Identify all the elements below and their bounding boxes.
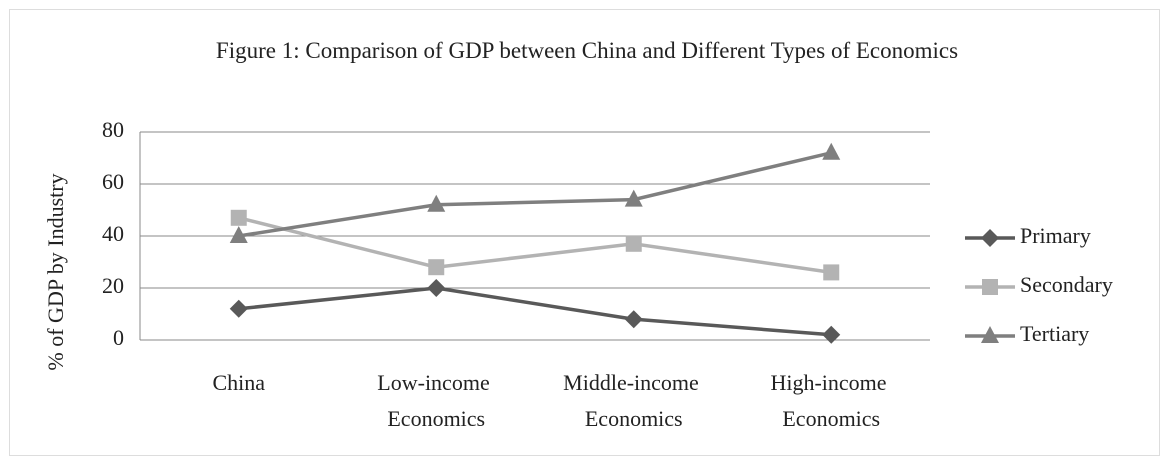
marker (229, 299, 248, 318)
legend-label: Secondary (1020, 272, 1113, 297)
legend-marker (982, 279, 998, 295)
y-tick-label: 0 (113, 325, 124, 350)
x-tick-label: High-income Economics (770, 370, 892, 431)
marker (822, 142, 841, 160)
x-tick-label-line: High-income (770, 370, 892, 395)
x-tick-label: Middle-income Economics (563, 370, 704, 431)
x-tick-label-line: China (212, 370, 265, 395)
series-line (238, 151, 832, 238)
y-tick-label: 60 (102, 169, 124, 194)
y-axis-label: % of GDP by Industry (43, 173, 68, 370)
marker (823, 264, 840, 281)
x-tick-label: China (212, 370, 265, 395)
marker (427, 279, 446, 297)
y-tick-label: 80 (102, 117, 124, 142)
chart-border (9, 9, 1160, 456)
legend-label: Primary (1020, 223, 1091, 248)
x-tick-label-line: Economics (782, 406, 880, 431)
marker (427, 194, 446, 212)
x-tick-label: Low-income Economics (377, 370, 495, 431)
x-tick-label-line: Economics (585, 406, 683, 431)
y-tick-label: 40 (102, 221, 124, 246)
x-tick-label-line: Middle-income (563, 370, 704, 395)
legend-label: Tertiary (1020, 321, 1089, 346)
marker (428, 259, 445, 276)
marker (230, 209, 247, 226)
series-line (238, 286, 832, 337)
marker (229, 226, 248, 243)
x-tick-label-line: Economics (387, 406, 485, 431)
marker (624, 310, 643, 329)
chart-title: Figure 1: Comparison of GDP between Chin… (215, 38, 959, 63)
legend-marker (981, 229, 999, 247)
marker (624, 189, 643, 207)
series-line (238, 216, 832, 275)
marker (625, 235, 642, 252)
legend-marker (981, 326, 999, 343)
marker (822, 325, 841, 344)
y-tick-label: 20 (102, 273, 124, 298)
x-tick-label-line: Low-income (377, 370, 495, 395)
